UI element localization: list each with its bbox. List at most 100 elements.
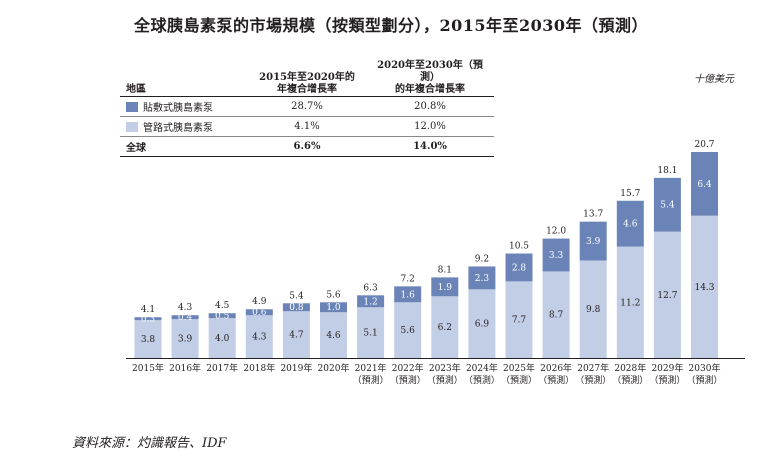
total-value-label: 18.1 <box>657 166 677 176</box>
x-tick-sublabel: （預測） <box>612 374 648 386</box>
total-value-label: 4.9 <box>252 297 267 307</box>
bar-segment-patch <box>320 302 347 313</box>
x-tick-label: 2022年 <box>392 362 424 374</box>
cagr-table-header-row: 地區 2015年至2020年的 年複合增長率 2020年至2030年（預測） 的… <box>120 60 494 97</box>
bar-segment-tube <box>357 307 385 358</box>
table-row-tube: 管路式胰島素泵 4.1% 12.0% <box>120 116 494 137</box>
segment-value-label-tube: 6.9 <box>475 320 490 330</box>
cagr-2020-2030-cell: 20.8% <box>366 96 494 117</box>
total-value-label: 13.7 <box>583 210 603 220</box>
total-value-label: 15.7 <box>620 189 640 199</box>
segment-value-label-patch: 4.6 <box>623 220 638 230</box>
bar-segment-tube <box>134 320 162 358</box>
segment-value-label-tube: 9.8 <box>586 305 601 315</box>
x-tick-sublabel: （預測） <box>575 374 611 386</box>
bar-segment-patch <box>653 177 681 232</box>
bar-segment-tube <box>431 296 459 358</box>
x-tick-sublabel: （預測） <box>353 374 389 386</box>
segment-value-label-tube: 5.1 <box>363 329 377 339</box>
header-cagr-2020-2030-line1: 2020年至2030年（預測） <box>377 60 483 83</box>
patch-legend-swatch <box>126 102 138 112</box>
x-tick-label: 2017年 <box>206 362 238 374</box>
total-value-label: 9.2 <box>475 254 489 264</box>
bar-segment-patch <box>431 277 459 297</box>
region-label: 貼敷式胰島素泵 <box>143 103 213 114</box>
x-tick-label: 2029年 <box>651 362 683 374</box>
x-tick-sublabel: （預測） <box>649 374 685 386</box>
bar-segment-tube <box>579 260 607 358</box>
total-value-label: 4.3 <box>178 303 193 313</box>
x-tick-label: 2026年 <box>540 362 572 374</box>
segment-value-label-patch: 5.4 <box>660 201 675 211</box>
unit-label: 十億美元 <box>694 74 734 85</box>
x-tick-label: 2025年 <box>503 362 535 374</box>
chart-title: 全球胰島素泵的市場規模（按類型劃分），2015年至2030年（預測） <box>133 16 649 35</box>
segment-value-label-patch: 6.4 <box>697 180 712 190</box>
total-value-label: 4.5 <box>215 301 230 311</box>
segment-value-label-tube: 12.7 <box>657 291 677 301</box>
cagr-2015-2020-cell: 28.7% <box>248 96 366 117</box>
x-tick-label: 2030年 <box>689 362 721 374</box>
cagr-2020-2030-cell: 14.0% <box>366 136 494 157</box>
region-cell: 貼敷式胰島素泵 <box>120 96 248 117</box>
segment-value-label-patch: 2.3 <box>475 274 490 284</box>
bar-segment-patch <box>134 317 162 321</box>
total-value-label: 4.1 <box>141 305 155 315</box>
table-row-patch: 貼敷式胰島素泵 28.7% 20.8% <box>120 96 494 117</box>
segment-value-label-tube: 7.7 <box>512 316 527 326</box>
x-tick-sublabel: （預測） <box>538 374 574 386</box>
bar-segment-patch <box>542 238 570 272</box>
bar-segment-tube <box>282 311 310 358</box>
segment-value-label-patch: 1.6 <box>401 290 416 300</box>
bar-segment-tube <box>542 271 570 358</box>
header-cagr-2015-2020-line2: 年複合增長率 <box>277 84 337 95</box>
x-tick-label: 2021年 <box>355 362 387 374</box>
segment-value-label-patch: 0.4 <box>178 313 193 323</box>
bar-segment-tube <box>691 215 718 358</box>
segment-value-label-tube: 4.6 <box>326 331 341 341</box>
total-value-label: 6.3 <box>363 283 378 293</box>
total-value-label: 5.6 <box>326 290 341 300</box>
x-tick-label: 2019年 <box>280 362 312 374</box>
segment-value-label-tube: 4.7 <box>289 331 304 341</box>
segment-value-label-tube: 4.0 <box>215 334 230 344</box>
total-value-label: 12.0 <box>546 227 566 237</box>
bar-segment-patch <box>245 309 273 316</box>
total-value-label: 8.1 <box>438 265 452 275</box>
x-tick-sublabel: （預測） <box>464 374 500 386</box>
segment-value-label-tube: 3.8 <box>141 335 156 345</box>
bar-segment-patch <box>208 313 236 319</box>
segment-value-label-tube: 11.2 <box>620 298 640 308</box>
x-tick-sublabel: （預測） <box>390 374 426 386</box>
bar-segment-tube <box>616 246 644 358</box>
header-cagr-2020-2030-line2: 的年複合增長率 <box>395 84 465 95</box>
segment-value-label-tube: 6.2 <box>438 323 452 333</box>
bar-segment-tube <box>468 289 496 358</box>
bar-segment-patch <box>505 253 533 282</box>
x-tick-label: 2016年 <box>169 362 201 374</box>
x-tick-sublabel: （預測） <box>686 374 722 386</box>
segment-value-label-patch: 2.8 <box>512 263 527 273</box>
header-region: 地區 <box>120 60 248 97</box>
x-tick-label: 2015年 <box>132 362 164 374</box>
x-tick-label: 2027年 <box>577 362 609 374</box>
header-cagr-2020-2030: 2020年至2030年（預測） 的年複合增長率 <box>366 60 494 97</box>
x-tick-sublabel: （預測） <box>427 374 463 386</box>
segment-value-label-patch: 0.6 <box>252 308 267 318</box>
x-tick-label: 2023年 <box>429 362 461 374</box>
segment-value-label-patch: 0.3 <box>141 315 156 325</box>
bar-segment-tube <box>245 315 273 358</box>
bar-segment-patch <box>691 152 718 216</box>
bar-segment-tube <box>505 281 533 358</box>
tube-legend-swatch <box>126 122 138 132</box>
total-value-label: 20.7 <box>694 140 714 150</box>
x-tick-label: 2020年 <box>318 362 350 374</box>
segment-value-label-tube: 3.9 <box>178 335 193 345</box>
x-tick-label: 2028年 <box>614 362 646 374</box>
region-label: 管路式胰島素泵 <box>143 123 213 134</box>
segment-value-label-patch: 3.3 <box>549 251 564 261</box>
x-tick-sublabel: （預測） <box>501 374 537 386</box>
segment-value-label-patch: 3.9 <box>586 237 601 247</box>
bar-segment-patch <box>171 315 199 320</box>
